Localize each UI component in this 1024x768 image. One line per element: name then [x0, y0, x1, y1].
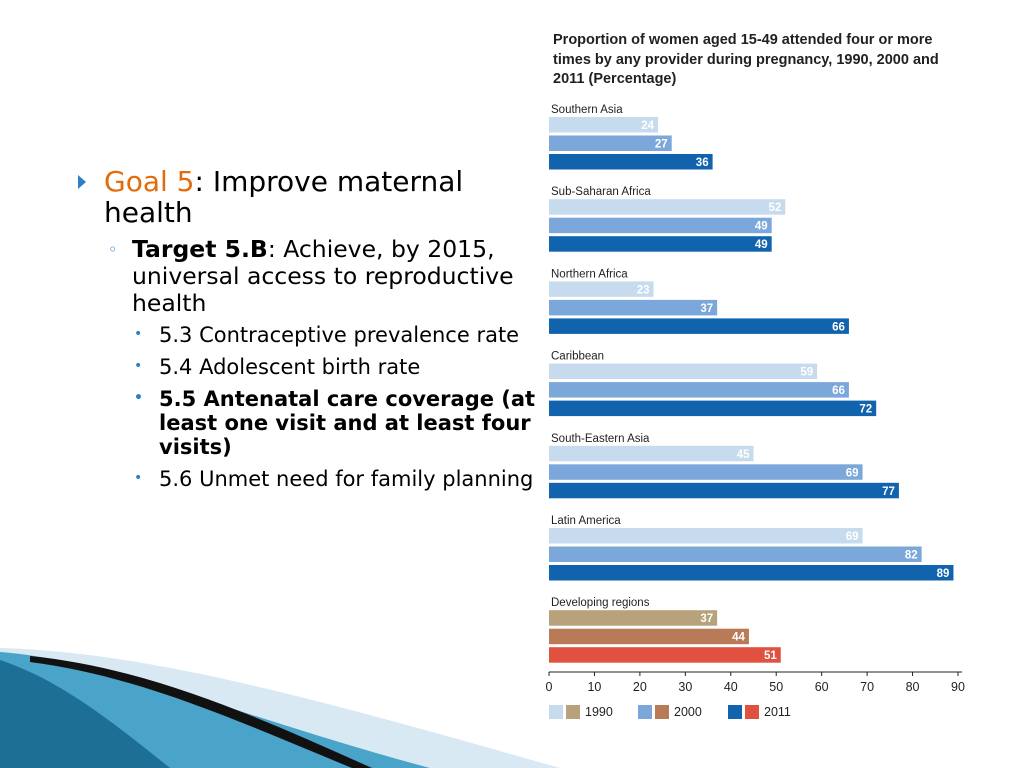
bar — [549, 610, 718, 626]
x-tick-label: 50 — [769, 680, 783, 694]
bar — [549, 546, 922, 562]
indicator-item: • 5.3 Contraceptive prevalence rate — [132, 323, 538, 347]
bar — [549, 236, 772, 252]
bar-value-label: 49 — [755, 221, 768, 233]
dot-bullet-icon: • — [134, 470, 143, 486]
bar — [549, 400, 877, 417]
goal-label: Goal 5 — [104, 165, 195, 198]
dot-bullet-icon: • — [134, 358, 143, 374]
target-bullet: ◦ Target 5.B: Achieve, by 2015, universa… — [106, 236, 538, 317]
bar-value-label: 77 — [882, 486, 895, 498]
bar — [549, 628, 749, 645]
bar — [549, 445, 754, 462]
bar — [549, 117, 659, 133]
bar-value-label: 51 — [764, 650, 777, 662]
bar-value-label: 36 — [696, 157, 709, 169]
bar — [549, 647, 781, 663]
dot-bullet-icon: • — [134, 326, 143, 342]
dot-bullet-icon: • — [134, 390, 143, 406]
indicator-text: 5.3 Contraceptive prevalence rate — [159, 323, 520, 347]
legend-item: 1990 — [549, 704, 613, 719]
indicator-text: 5.5 Antenatal care coverage (at least on… — [159, 387, 536, 459]
bar-value-label: 37 — [700, 303, 713, 315]
legend-label: 2011 — [764, 704, 791, 719]
bar-value-label: 24 — [641, 120, 654, 132]
chart-title: Proportion of women aged 15-49 attended … — [553, 32, 939, 87]
category-label: Southern Asia — [551, 104, 623, 116]
indicator-item-highlighted: • 5.5 Antenatal care coverage (at least … — [132, 387, 538, 459]
x-tick-label: 90 — [951, 680, 965, 694]
x-tick-label: 60 — [815, 680, 829, 694]
bar — [549, 382, 849, 398]
bar — [549, 135, 672, 151]
bar-value-label: 37 — [700, 613, 713, 625]
bullet-list: Goal 5: Improve maternal health ◦ Target… — [78, 166, 538, 499]
legend-item: 2000 — [638, 704, 702, 719]
legend-swatch-developing — [655, 704, 669, 719]
x-tick-label: 80 — [906, 680, 920, 694]
goal-bullet: Goal 5: Improve maternal health — [78, 166, 538, 228]
category-label: Latin America — [551, 515, 621, 527]
bar-value-label: 49 — [755, 239, 768, 251]
bar-value-label: 44 — [732, 632, 745, 644]
category-label: Northern Africa — [551, 268, 628, 280]
bar-value-label: 59 — [800, 367, 813, 379]
x-tick-label: 30 — [678, 680, 692, 694]
bar-value-label: 82 — [905, 550, 918, 562]
triangle-bullet-icon — [78, 175, 86, 189]
legend-item: 2011 — [728, 704, 791, 719]
legend-swatch-developing — [566, 704, 580, 719]
indicator-list: • 5.3 Contraceptive prevalence rate • 5.… — [132, 323, 538, 491]
bar-value-label: 69 — [846, 467, 859, 479]
indicator-item: • 5.6 Unmet need for family planning — [132, 467, 538, 491]
legend-swatch-region — [549, 704, 563, 719]
bar — [549, 318, 849, 334]
circle-bullet-icon: ◦ — [108, 240, 118, 259]
legend-swatch-region — [638, 704, 652, 719]
bar-value-label: 27 — [655, 139, 668, 151]
category-label: Caribbean — [551, 351, 604, 363]
legend-label: 1990 — [585, 704, 613, 719]
x-tick-label: 0 — [546, 680, 553, 694]
bar — [549, 199, 786, 215]
indicator-item: • 5.4 Adolescent birth rate — [132, 355, 538, 379]
target-text: : Achieve, by 2015, universal access to … — [132, 235, 514, 317]
decorative-swoosh — [0, 648, 560, 768]
indicator-text: 5.4 Adolescent birth rate — [159, 355, 421, 379]
bar — [549, 217, 772, 234]
category-label: Developing regions — [551, 597, 650, 609]
legend-swatch-developing — [745, 704, 759, 719]
bar-value-label: 72 — [859, 404, 872, 416]
bar-value-label: 52 — [769, 202, 782, 214]
bar-value-label: 66 — [832, 385, 845, 397]
bar-value-label: 45 — [737, 449, 750, 461]
goal-title: : Improve maternal health — [104, 165, 464, 229]
category-label: Sub-Saharan Africa — [551, 186, 651, 198]
x-tick-label: 40 — [724, 680, 738, 694]
x-tick-label: 10 — [587, 680, 601, 694]
bar — [549, 528, 863, 544]
legend-swatch-region — [728, 704, 742, 719]
x-tick-label: 20 — [633, 680, 647, 694]
bar-value-label: 89 — [937, 568, 950, 580]
bar-value-label: 66 — [832, 321, 845, 333]
target-label: Target 5.B — [132, 235, 268, 263]
bar — [549, 363, 818, 380]
bar — [549, 464, 863, 480]
indicator-text: 5.6 Unmet need for family planning — [159, 467, 534, 491]
category-label: South-Eastern Asia — [551, 433, 650, 445]
bar — [549, 482, 899, 499]
bar — [549, 565, 954, 581]
bar-value-label: 69 — [846, 531, 859, 543]
bar — [549, 299, 718, 316]
x-tick-label: 70 — [860, 680, 874, 694]
legend-label: 2000 — [674, 704, 702, 719]
bar-value-label: 23 — [637, 284, 650, 296]
bar — [549, 154, 713, 170]
bar — [549, 281, 654, 297]
